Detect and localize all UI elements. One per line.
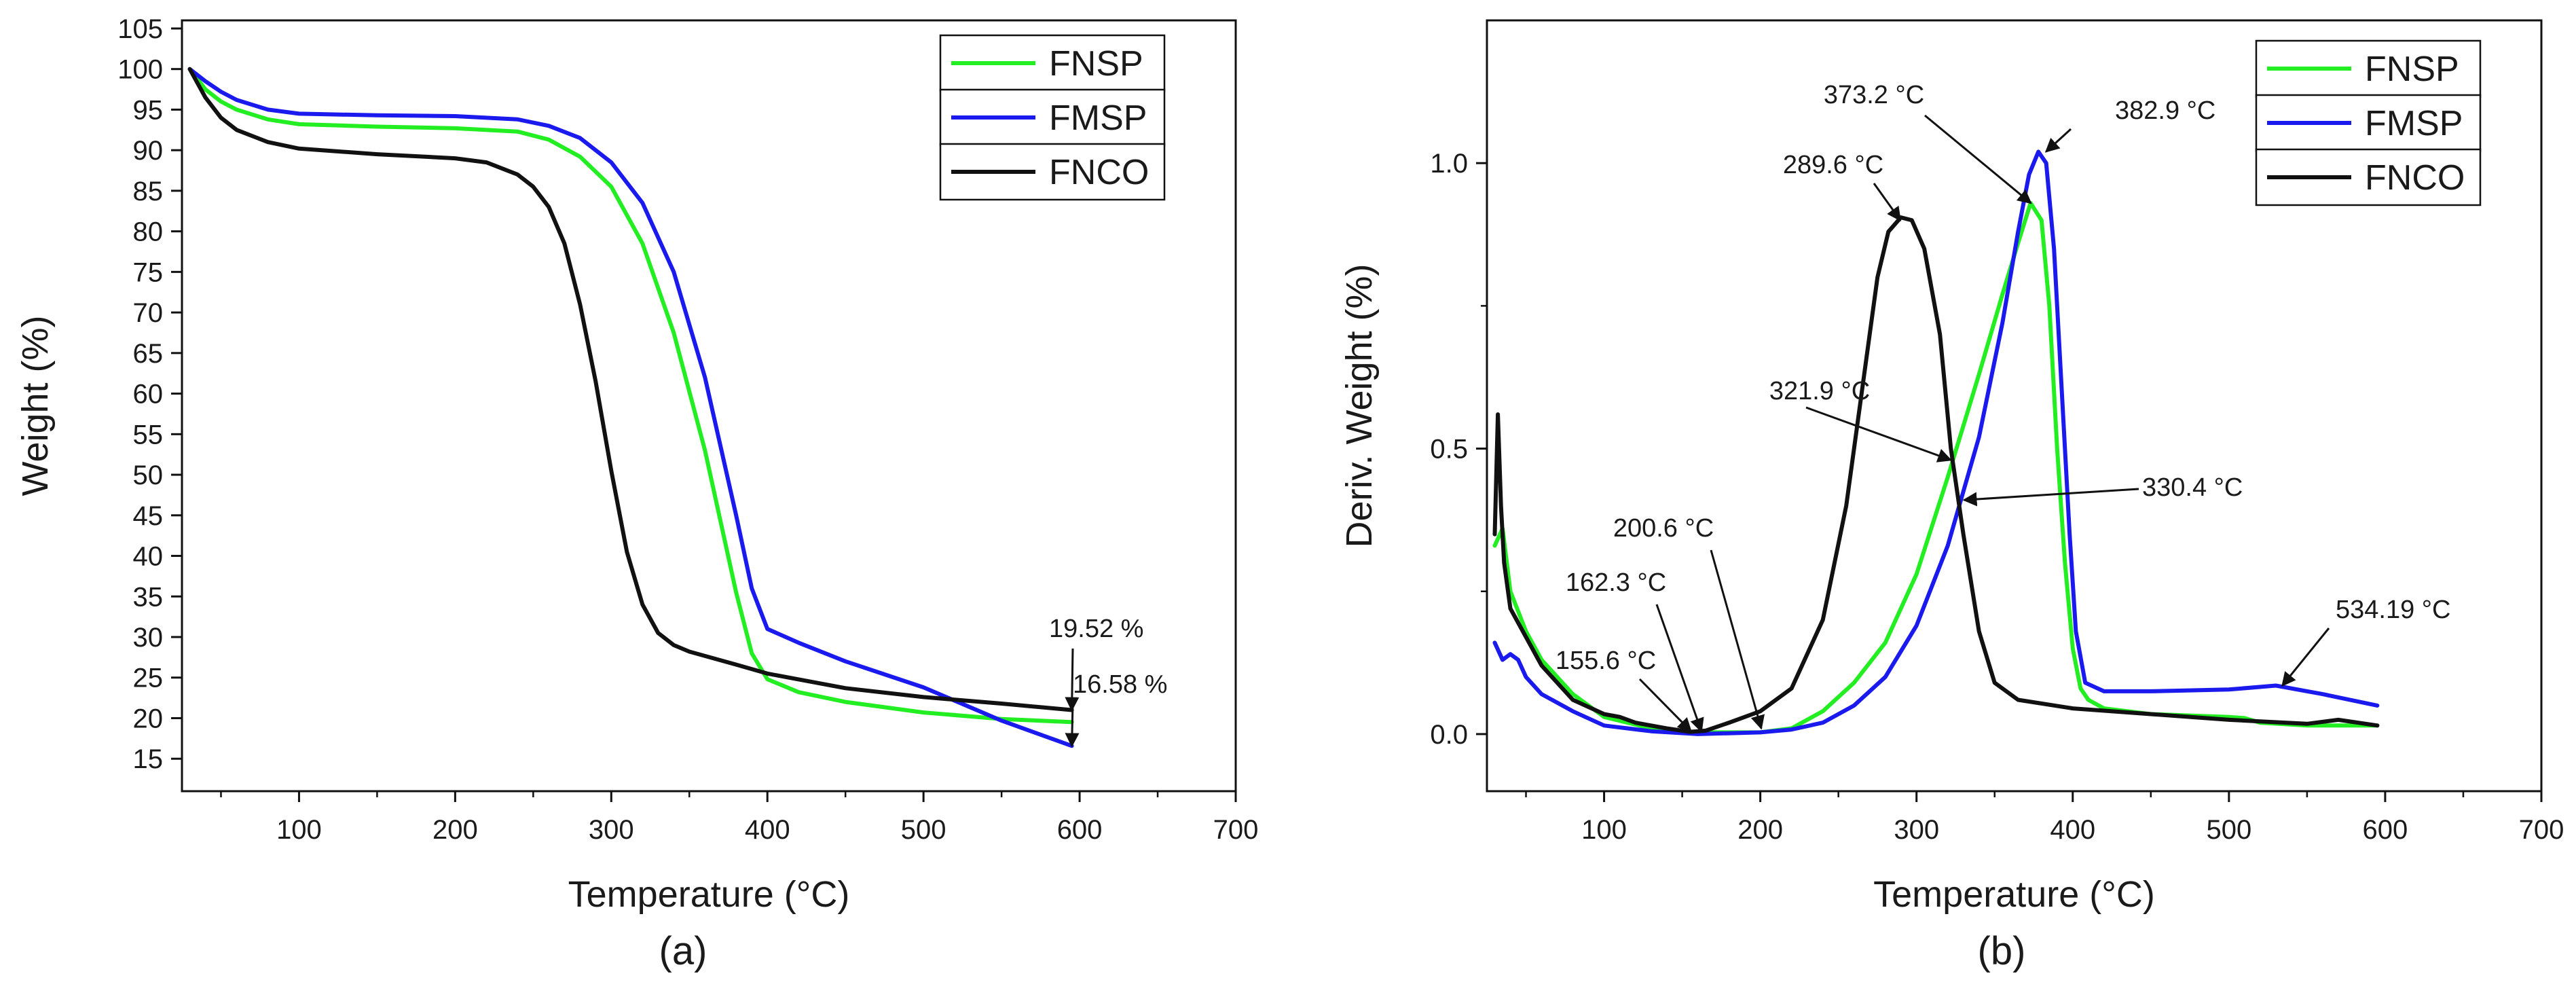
x-tick-label: 700 <box>1213 815 1259 845</box>
annotation-arrow <box>1065 648 1080 712</box>
x-axis-label: Temperature (°C) <box>1873 874 2155 915</box>
x-tick-label: 100 <box>276 815 322 845</box>
plot-frame <box>1486 19 2543 793</box>
legend-label-fmsp: FMSP <box>1049 98 1147 138</box>
y-tick-label: 0.5 <box>1430 435 1468 465</box>
x-tick-label: 200 <box>433 815 478 845</box>
y-tick-label: 50 <box>133 460 164 490</box>
x-tick-label: 400 <box>745 815 790 845</box>
y-tick-label: 55 <box>133 420 164 450</box>
annotation-label: 373.2 °C <box>1824 81 1924 109</box>
y-axis-label: Weight (%) <box>15 315 56 496</box>
panel-b: 100 200 300 400 500 600 700 0.0 0.5 1.0 Temperatur… <box>1339 19 2564 973</box>
annotation-arrow <box>1805 406 1953 462</box>
y-tick-label: 30 <box>133 623 164 653</box>
annotation-arrow <box>1065 702 1080 748</box>
y-tick-label: 25 <box>133 664 164 693</box>
x-tick-label: 300 <box>1894 815 1939 845</box>
y-tick-label: 20 <box>133 704 164 733</box>
annotation-arrow <box>1638 678 1692 733</box>
y-tick-label: 75 <box>133 257 164 287</box>
annotation-arrow <box>1710 549 1765 730</box>
annotation-label: 382.9 °C <box>2115 96 2215 125</box>
annotation-label: 321.9 °C <box>1769 377 1870 405</box>
y-tick-label: 40 <box>133 542 164 572</box>
annotation-label: 162.3 °C <box>1566 568 1666 597</box>
x-tick-label: 700 <box>2519 815 2564 845</box>
y-tick-label: 80 <box>133 217 164 247</box>
annotation-arrow <box>1962 488 2139 507</box>
annotation-label: 200.6 °C <box>1613 514 1714 543</box>
x-tick-label: 500 <box>901 815 946 845</box>
x-tick-label: 200 <box>1737 815 1783 845</box>
x-tick-label: 300 <box>589 815 634 845</box>
y-tick-label: 95 <box>133 95 164 125</box>
annotation-arrow <box>1924 114 2032 204</box>
y-tick-label: 90 <box>133 136 164 166</box>
y-tick-label: 100 <box>117 55 163 85</box>
plot-frame <box>181 19 1237 793</box>
y-tick-label: 85 <box>133 177 164 206</box>
x-tick-label: 600 <box>2363 815 2408 845</box>
y-tick-label: 0.0 <box>1430 720 1468 750</box>
x-tick-label: 400 <box>2050 815 2095 845</box>
series-line-fnsp <box>187 67 1074 725</box>
panel-label: (a) <box>659 929 707 973</box>
panel-label: (b) <box>1978 929 2026 973</box>
annotation-label: 330.4 °C <box>2142 473 2243 502</box>
legend-label-fnco: FNCO <box>2365 158 2465 198</box>
legend-label-fnsp: FNSP <box>1049 44 1143 84</box>
annotation-arrow <box>2281 628 2330 687</box>
legend-label-fmsp: FMSP <box>2365 104 2463 143</box>
y-axis-label: Deriv. Weight (%) <box>1339 264 1380 547</box>
y-tick-label: 65 <box>133 339 164 369</box>
annotation-label: 155.6 °C <box>1556 647 1656 675</box>
annotation-label: 534.19 °C <box>2336 596 2450 624</box>
annotation-label: 289.6 °C <box>1783 151 1883 179</box>
annotation-arrow <box>2044 128 2072 153</box>
panel-a: 100 200 300 400 500 600 700 15 20 25 30 35 40 45 50 55 6… <box>15 14 1258 973</box>
series-line-fmsp <box>187 67 1074 748</box>
y-tick-label: 70 <box>133 298 164 328</box>
y-tick-label: 35 <box>133 582 164 612</box>
series-line-fnco <box>187 67 1074 712</box>
annotation-arrow <box>1873 183 1901 221</box>
x-axis-label: Temperature (°C) <box>568 874 850 915</box>
annotation-label: 16.58 % <box>1073 670 1167 699</box>
annotation-arrow <box>1655 604 1704 733</box>
x-tick-label: 500 <box>2206 815 2251 845</box>
legend-label-fnsp: FNSP <box>2365 50 2459 89</box>
series-line-fnco <box>1492 215 2380 734</box>
x-tick-label: 100 <box>1581 815 1627 845</box>
series-line-fmsp <box>1492 149 2380 736</box>
y-tick-label: 45 <box>133 501 164 531</box>
y-tick-label: 105 <box>117 14 163 44</box>
legend-label-fnco: FNCO <box>1049 153 1149 192</box>
annotation-label: 19.52 % <box>1049 615 1143 643</box>
y-tick-label: 60 <box>133 380 164 410</box>
y-tick-label: 1.0 <box>1430 149 1468 179</box>
y-tick-label: 15 <box>133 744 164 774</box>
x-tick-label: 600 <box>1057 815 1103 845</box>
